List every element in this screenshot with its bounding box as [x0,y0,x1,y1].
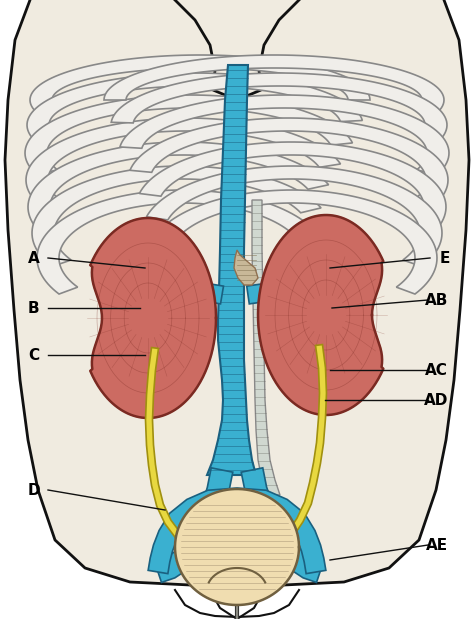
Polygon shape [247,282,327,313]
Text: AD: AD [424,392,448,407]
Text: AE: AE [426,537,448,553]
Polygon shape [258,215,383,415]
Polygon shape [139,142,446,238]
Polygon shape [30,55,370,111]
Polygon shape [32,166,321,267]
Polygon shape [130,118,448,206]
Polygon shape [207,65,256,475]
Text: D: D [28,482,41,498]
Polygon shape [26,118,340,206]
Polygon shape [111,73,447,141]
Polygon shape [244,345,327,565]
Polygon shape [146,166,442,267]
Polygon shape [153,190,437,294]
Text: A: A [28,251,40,266]
Polygon shape [175,489,299,605]
Polygon shape [27,73,362,141]
Polygon shape [234,250,258,285]
Polygon shape [175,0,299,100]
Text: C: C [28,347,39,363]
Polygon shape [5,0,469,585]
Polygon shape [104,55,444,111]
Polygon shape [155,468,233,582]
Text: AB: AB [425,293,448,308]
Polygon shape [120,95,449,175]
Polygon shape [241,468,323,582]
Polygon shape [146,282,223,313]
Text: AC: AC [425,363,448,378]
Polygon shape [37,190,314,294]
Polygon shape [252,200,280,495]
Polygon shape [148,488,326,574]
Text: E: E [439,251,450,266]
Polygon shape [28,142,328,238]
Polygon shape [146,347,229,568]
Polygon shape [25,95,353,175]
Text: B: B [28,300,40,316]
Polygon shape [90,218,216,418]
